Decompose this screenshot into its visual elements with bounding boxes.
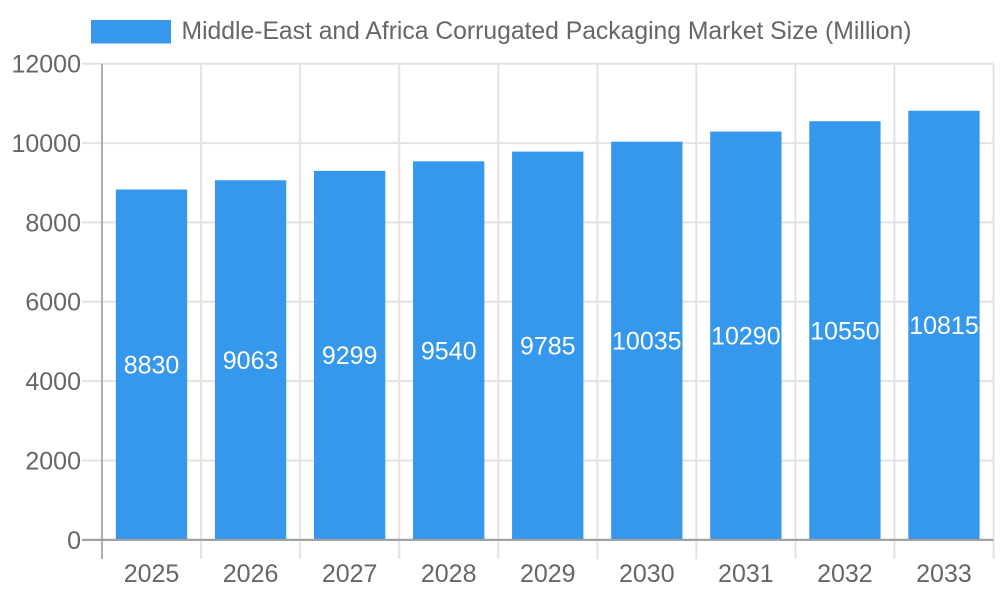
svg-text:10000: 10000 bbox=[11, 130, 81, 158]
svg-text:Middle-East and Africa Corruga: Middle-East and Africa Corrugated Packag… bbox=[182, 18, 912, 45]
svg-text:2029: 2029 bbox=[520, 560, 576, 588]
svg-text:8000: 8000 bbox=[25, 209, 81, 237]
svg-text:2033: 2033 bbox=[916, 560, 972, 588]
svg-text:8830: 8830 bbox=[124, 351, 180, 379]
svg-text:10290: 10290 bbox=[711, 322, 781, 350]
svg-text:2028: 2028 bbox=[421, 560, 477, 588]
svg-text:9540: 9540 bbox=[421, 337, 477, 365]
svg-text:2031: 2031 bbox=[718, 560, 774, 588]
svg-text:2032: 2032 bbox=[817, 560, 873, 588]
svg-text:0: 0 bbox=[67, 527, 81, 555]
svg-text:6000: 6000 bbox=[25, 289, 81, 317]
svg-text:2000: 2000 bbox=[25, 447, 81, 475]
svg-text:12000: 12000 bbox=[11, 51, 81, 79]
svg-text:2027: 2027 bbox=[322, 560, 378, 588]
svg-text:10550: 10550 bbox=[810, 317, 880, 345]
svg-text:2030: 2030 bbox=[619, 560, 675, 588]
svg-text:9785: 9785 bbox=[520, 332, 576, 360]
svg-text:2026: 2026 bbox=[223, 560, 279, 588]
svg-text:2025: 2025 bbox=[124, 560, 180, 588]
svg-text:9063: 9063 bbox=[223, 347, 279, 375]
svg-text:4000: 4000 bbox=[25, 368, 81, 396]
svg-text:9299: 9299 bbox=[322, 342, 378, 370]
svg-text:10035: 10035 bbox=[612, 327, 682, 355]
svg-text:10815: 10815 bbox=[909, 312, 979, 340]
